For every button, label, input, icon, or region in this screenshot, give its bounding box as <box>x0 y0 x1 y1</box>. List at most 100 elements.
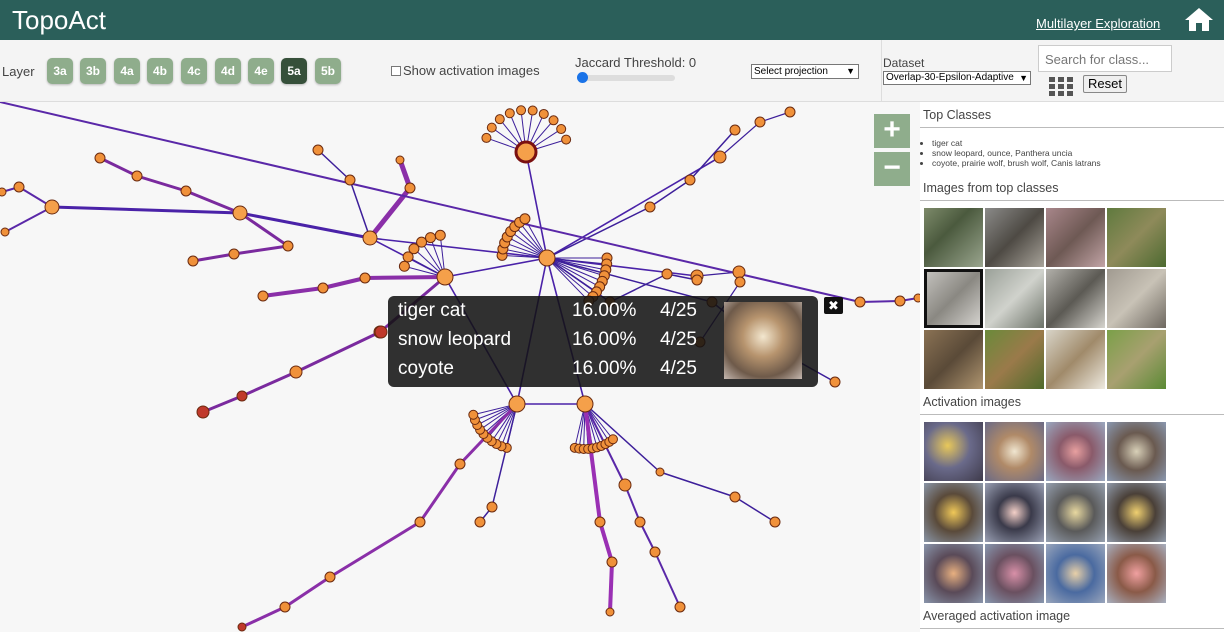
graph-node[interactable] <box>395 155 405 165</box>
graph-node[interactable] <box>237 622 247 632</box>
graph-node[interactable] <box>434 229 446 241</box>
class-image[interactable] <box>1107 269 1166 328</box>
graph-node[interactable] <box>481 132 492 143</box>
graph-node[interactable] <box>312 144 324 156</box>
jaccard-threshold-slider[interactable] <box>577 75 675 81</box>
graph-node[interactable] <box>607 434 618 445</box>
graph-node[interactable] <box>468 409 479 420</box>
graph-node[interactable] <box>829 376 841 388</box>
activation-image[interactable] <box>1107 483 1166 542</box>
graph-node[interactable] <box>317 282 329 294</box>
graph-node[interactable] <box>644 201 656 213</box>
graph-node[interactable] <box>655 467 665 477</box>
graph-node[interactable] <box>561 134 572 145</box>
multilayer-exploration-link[interactable]: Multilayer Exploration <box>1036 16 1161 31</box>
graph-node[interactable] <box>344 174 356 186</box>
graph-node[interactable] <box>374 325 388 339</box>
activation-image[interactable] <box>985 422 1044 481</box>
projection-select[interactable]: Select projection ▼ <box>751 64 859 79</box>
graph-node[interactable] <box>232 205 248 221</box>
class-search-input[interactable]: Search for class... <box>1038 45 1172 72</box>
graph-node[interactable] <box>519 213 531 225</box>
graph-node[interactable] <box>425 232 437 244</box>
graph-node[interactable] <box>279 601 291 613</box>
graph-node[interactable] <box>362 230 378 246</box>
graph-node[interactable] <box>576 395 594 413</box>
graph-node[interactable] <box>754 116 766 128</box>
graph-node[interactable] <box>324 571 336 583</box>
close-icon[interactable]: ✖ <box>824 297 843 314</box>
activation-image[interactable] <box>1046 422 1105 481</box>
graph-node[interactable] <box>196 405 210 419</box>
zoom-out-button[interactable]: − <box>874 152 910 186</box>
graph-node[interactable] <box>0 227 10 237</box>
graph-node[interactable] <box>894 295 906 307</box>
graph-node[interactable] <box>398 260 410 272</box>
graph-node[interactable] <box>359 272 371 284</box>
class-image[interactable] <box>1046 269 1105 328</box>
class-image[interactable] <box>1107 330 1166 389</box>
class-image[interactable] <box>985 330 1044 389</box>
graph-node[interactable] <box>131 170 143 182</box>
graph-node[interactable] <box>661 268 673 280</box>
graph-node[interactable] <box>228 248 240 260</box>
graph-node[interactable] <box>605 607 615 617</box>
class-image[interactable] <box>924 330 983 389</box>
graph-node[interactable] <box>732 265 746 279</box>
dataset-select[interactable]: Overlap-30-Epsilon-Adaptive ▼ <box>883 71 1031 85</box>
graph-node[interactable] <box>734 276 746 288</box>
graph-node[interactable] <box>854 296 866 308</box>
graph-node[interactable] <box>436 268 454 286</box>
activation-image[interactable] <box>985 544 1044 603</box>
graph-node[interactable] <box>402 251 414 263</box>
graph-node[interactable] <box>414 516 426 528</box>
grid-icon[interactable] <box>1049 77 1073 97</box>
graph-node[interactable] <box>713 150 727 164</box>
show-activation-checkbox[interactable] <box>391 65 401 76</box>
graph-node[interactable] <box>508 395 526 413</box>
layer-button-4c[interactable]: 4c <box>181 58 207 84</box>
jaccard-slider-handle[interactable] <box>577 72 588 83</box>
graph-node[interactable] <box>504 108 515 119</box>
graph-node[interactable] <box>408 243 420 255</box>
activation-image[interactable] <box>985 483 1044 542</box>
class-image[interactable] <box>924 208 983 267</box>
graph-node[interactable] <box>474 516 486 528</box>
layer-button-4d[interactable]: 4d <box>215 58 241 84</box>
graph-node[interactable] <box>548 115 559 126</box>
graph-node[interactable] <box>538 249 556 267</box>
graph-node[interactable] <box>527 105 538 116</box>
graph-node[interactable] <box>729 124 741 136</box>
graph-node[interactable] <box>538 108 549 119</box>
graph-node[interactable] <box>13 181 25 193</box>
graph-node[interactable] <box>454 458 466 470</box>
activation-image[interactable] <box>924 483 983 542</box>
layer-button-4e[interactable]: 4e <box>248 58 274 84</box>
graph-node[interactable] <box>404 182 416 194</box>
graph-node[interactable] <box>486 501 498 513</box>
graph-node[interactable] <box>649 546 661 558</box>
layer-button-3b[interactable]: 3b <box>80 58 106 84</box>
graph-node[interactable] <box>556 124 567 135</box>
graph-node[interactable] <box>606 556 618 568</box>
mapper-graph-svg[interactable] <box>0 102 920 632</box>
graph-node[interactable] <box>494 114 505 125</box>
class-image[interactable] <box>1046 330 1105 389</box>
graph-node[interactable] <box>180 185 192 197</box>
graph-node[interactable] <box>729 491 741 503</box>
activation-image[interactable] <box>1046 544 1105 603</box>
graph-node[interactable] <box>289 365 303 379</box>
zoom-in-button[interactable]: + <box>874 114 910 148</box>
layer-button-4a[interactable]: 4a <box>114 58 140 84</box>
graph-node[interactable] <box>594 516 606 528</box>
graph-node[interactable] <box>516 105 527 116</box>
graph-node[interactable] <box>634 516 646 528</box>
graph-node[interactable] <box>769 516 781 528</box>
layer-button-3a[interactable]: 3a <box>47 58 73 84</box>
graph-node[interactable] <box>187 255 199 267</box>
layer-button-5a[interactable]: 5a <box>281 58 307 84</box>
graph-node[interactable] <box>674 601 686 613</box>
graph-node[interactable] <box>913 293 920 303</box>
graph-node[interactable] <box>257 290 269 302</box>
class-image[interactable] <box>1107 208 1166 267</box>
